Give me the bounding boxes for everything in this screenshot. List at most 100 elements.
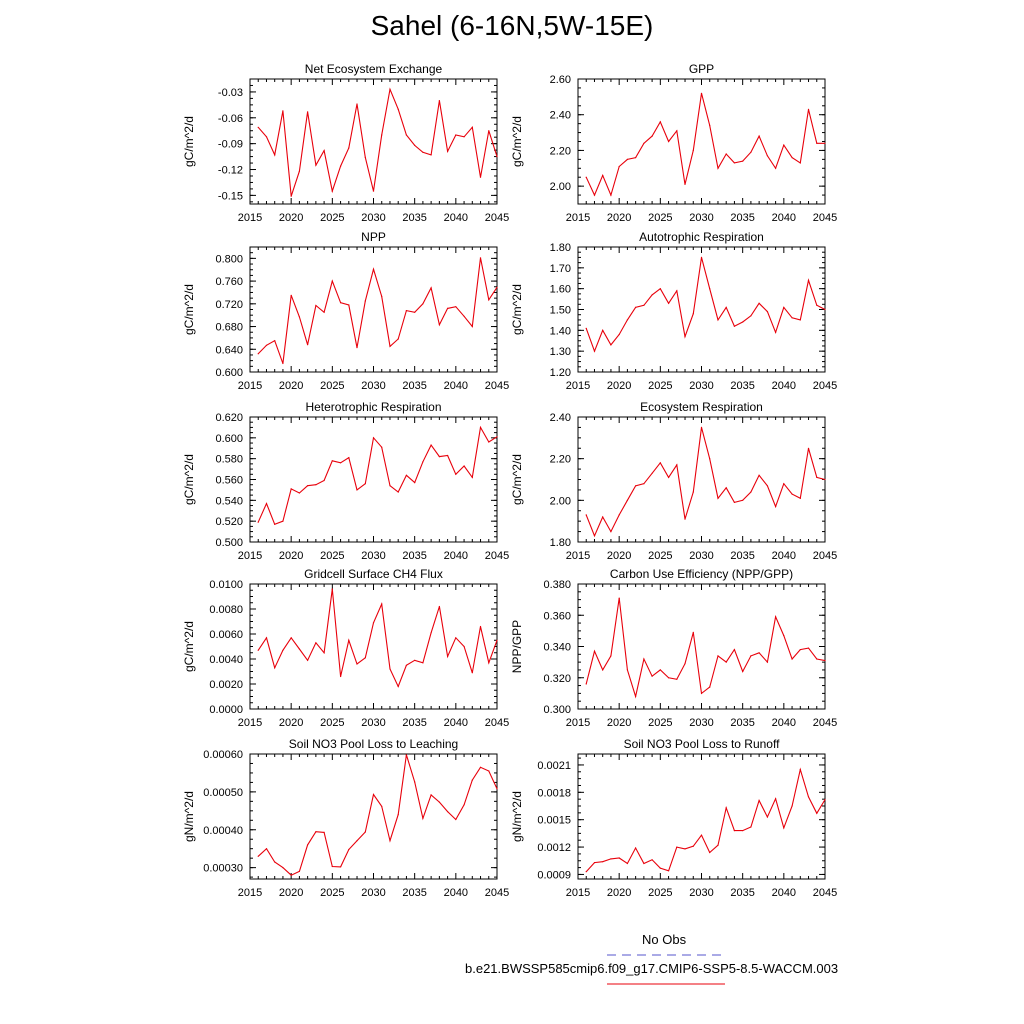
data-point [643,658,645,660]
data-point [807,108,810,110]
data-point [824,308,826,311]
data-point [257,649,259,651]
data-point [725,306,727,308]
data-point [700,426,703,428]
x-tick-label: 2015 [566,887,590,899]
data-point [356,663,358,665]
x-tick-label: 2025 [320,380,344,392]
data-point [635,695,637,698]
data-point [430,794,432,796]
data-point [290,637,292,639]
y-tick-label: 0.0080 [209,604,243,616]
data-point [397,491,399,493]
y-tick-label: 1.30 [550,346,571,358]
y-tick-label: 1.50 [550,305,571,317]
data-point [618,857,620,859]
data-point [274,667,276,669]
x-tick-label: 2045 [813,212,837,224]
y-tick-label: 0.580 [215,454,243,466]
x-tick-label: 2025 [648,887,672,899]
data-point [775,798,777,800]
data-point [742,499,744,501]
data-point [610,531,612,533]
y-tick-label: 1.80 [550,242,571,254]
data-point [610,655,612,657]
data-point [364,831,366,833]
x-tick-label: 2015 [238,717,262,729]
x-tick-label: 2015 [238,887,262,899]
data-point [791,317,793,319]
data-point [717,167,719,169]
chart-panel-9: Soil NO3 Pool Loss to Leaching gN/m^2/d 20… [182,737,509,899]
data-point [618,514,620,516]
data-point [750,655,752,657]
panel-title: Autotrophic Respiration [639,230,764,244]
x-tick-label: 2035 [402,380,426,392]
data-point [381,603,383,605]
data-point [668,476,670,478]
data-point [709,288,711,290]
data-point [618,597,620,599]
y-tick-label: 0.380 [543,579,571,591]
data-point [471,779,473,781]
chart-panel-4: Autotrophic Respiration gC/m^2/d 2015 2020 2… [510,230,837,392]
panel-title: GPP [689,62,714,76]
data-point [348,848,350,851]
data-point [824,478,826,481]
plot-frame [249,416,498,543]
series-line-model [257,754,498,876]
data-point [282,362,284,365]
x-tick-label: 2045 [813,550,837,562]
data-point [364,657,366,659]
y-tick-label: 1.60 [550,284,571,296]
y-tick-label: 2.20 [550,145,571,157]
chart-panel-8: Carbon Use Efficiency (NPP/GPP) NPP/GPP 20… [510,567,837,729]
data-point [340,675,342,678]
x-tick-label: 2045 [485,380,509,392]
data-point [298,648,300,650]
data-point [668,302,670,304]
data-point [758,652,760,654]
x-tick-label: 2030 [689,212,713,224]
data-point [717,655,719,657]
data-point [766,485,769,487]
y-tick-label: 0.00050 [203,787,243,799]
x-tick-label: 2035 [730,887,754,899]
data-point [626,499,629,501]
data-point [488,441,490,443]
data-point [397,814,399,816]
x-tick-label: 2020 [607,717,631,729]
data-point [372,190,375,192]
y-axis-label: NPP/GPP [510,620,524,673]
plot-frame [577,78,826,205]
data-point [783,144,785,146]
y-axis-label: gC/m^2/d [182,621,196,672]
x-tick-label: 2035 [730,550,754,562]
data-point [742,160,744,162]
data-point [405,474,407,476]
data-point [372,793,375,796]
data-point [750,315,752,317]
data-point [824,142,826,144]
series-line-model [585,598,826,699]
data-point [725,807,727,809]
data-point [340,462,342,464]
x-tick-label: 2035 [730,717,754,729]
x-tick-label: 2020 [607,212,631,224]
data-point [807,447,810,449]
panel-title: Ecosystem Respiration [640,400,763,414]
data-point [265,848,268,850]
data-point [463,136,465,138]
data-point [585,514,587,516]
data-point [315,642,317,644]
x-tick-label: 2030 [361,212,385,224]
y-axis-label: gC/m^2/d [510,116,524,167]
panel-title: Net Ecosystem Exchange [305,62,443,76]
x-tick-label: 2025 [320,887,344,899]
data-point [364,300,366,302]
data-point [602,516,604,518]
data-point [405,310,407,312]
y-tick-label: -0.15 [218,190,243,202]
data-point [471,126,473,128]
data-point [799,497,801,499]
